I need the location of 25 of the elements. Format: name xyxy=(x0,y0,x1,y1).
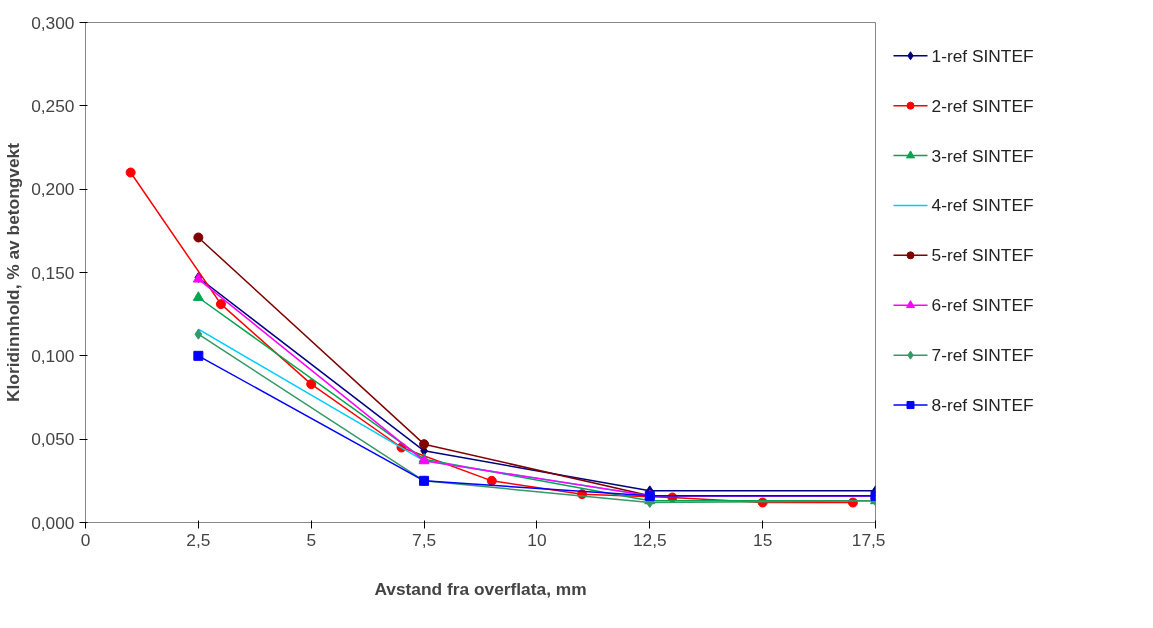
y-tick-label: 0,050 xyxy=(31,429,75,450)
y-axis-title: Kloridinnhold, % av betongvekt xyxy=(3,142,24,402)
legend-label: 7-ref SINTEF xyxy=(931,345,1034,366)
x-tick-label: 10 xyxy=(527,529,547,550)
y-tick-label: 0,200 xyxy=(31,179,75,200)
x-tick-label: 17,5 xyxy=(851,529,886,550)
y-tick-label: 0,250 xyxy=(31,95,75,116)
x-tick-label: 15 xyxy=(753,529,773,550)
legend-label: 3-ref SINTEF xyxy=(931,145,1034,166)
x-tick-label: 2,5 xyxy=(186,529,211,550)
legend-label: 1-ref SINTEF xyxy=(931,45,1034,66)
x-tick-label: 12,5 xyxy=(632,529,667,550)
y-tick-label: 0,150 xyxy=(31,262,75,283)
x-axis-title: Avstand fra overflata, mm xyxy=(374,578,587,599)
y-tick-label: 0,000 xyxy=(31,512,75,533)
x-tick-label: 7,5 xyxy=(412,529,437,550)
x-tick-label: 5 xyxy=(306,529,317,550)
legend-label: 5-ref SINTEF xyxy=(931,245,1034,266)
legend-label: 2-ref SINTEF xyxy=(931,95,1034,116)
y-tick-label: 0,100 xyxy=(31,345,75,366)
x-tick-label: 0 xyxy=(80,529,91,550)
legend-label: 6-ref SINTEF xyxy=(931,295,1034,316)
legend-label: 8-ref SINTEF xyxy=(931,395,1034,416)
y-tick-label: 0,300 xyxy=(31,12,75,33)
legend-label: 4-ref SINTEF xyxy=(931,195,1034,216)
